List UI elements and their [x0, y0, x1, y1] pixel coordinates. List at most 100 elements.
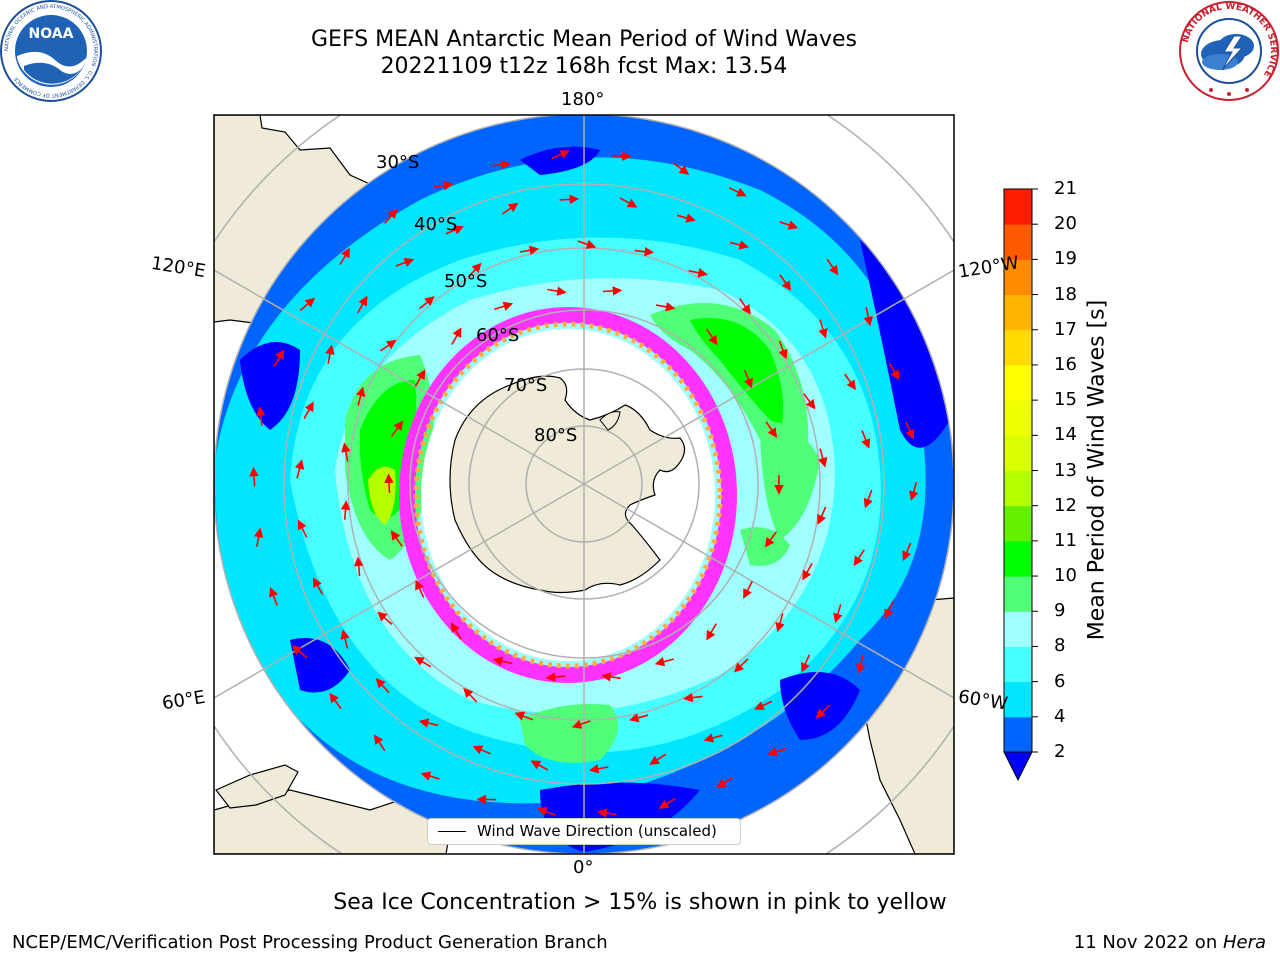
wave-direction-arrow	[571, 719, 591, 729]
wave-direction-arrow	[377, 611, 393, 626]
wave-direction-arrow	[775, 613, 785, 633]
legend-label: Wind Wave Direction (unscaled)	[477, 822, 717, 840]
wave-direction-arrow	[801, 654, 811, 673]
issue-date-text: 11 Nov 2022 on	[1073, 932, 1223, 953]
wave-direction-arrow	[395, 257, 415, 267]
colorbar-tick-label: 13	[1054, 459, 1077, 481]
wave-direction-arrow	[312, 577, 324, 595]
colorbar-band	[1004, 364, 1032, 401]
colorbar-band	[1004, 259, 1032, 296]
wave-direction-arrow	[863, 489, 873, 509]
wave-direction-arrow	[577, 239, 597, 249]
map-frame	[213, 114, 955, 855]
wave-direction-arrow	[514, 711, 534, 721]
colorbar-band	[1004, 576, 1032, 612]
wave-direction-arrow	[818, 319, 828, 339]
wave-direction-arrow	[519, 245, 540, 256]
colorbar-tick-label: 21	[1054, 178, 1077, 199]
colorbar-band	[1004, 294, 1032, 331]
wave-direction-arrow	[676, 213, 696, 223]
wave-direction-arrow	[683, 692, 703, 703]
colorbar-label: Mean Period of Wind Waves [s]	[1084, 299, 1110, 641]
colorbar-tick-label: 8	[1054, 635, 1066, 657]
noaa-logo-text: NOAA	[29, 26, 74, 42]
madagascar-land	[215, 764, 299, 809]
colorbar-tick-label: 9	[1054, 600, 1066, 622]
wave-direction-arrow	[420, 771, 440, 781]
wave-direction-arrow	[706, 623, 717, 641]
legend-line-swatch	[438, 831, 466, 832]
lon-label-0: 0°	[573, 857, 594, 878]
wave-direction-arrow	[884, 600, 894, 620]
colorbar-band	[1004, 540, 1032, 577]
wave-direction-arrow	[733, 658, 749, 673]
wave-direction-arrow	[547, 286, 567, 296]
wave-direction-arrow	[802, 563, 813, 581]
wave-direction-arrow	[339, 247, 351, 265]
colorbar-tick-label: 17	[1054, 318, 1077, 340]
wave-direction-arrow	[340, 500, 351, 520]
colorbar-band	[1004, 400, 1032, 436]
colorbar-band	[1004, 716, 1032, 753]
wave-direction-arrow	[902, 542, 912, 561]
wave-direction-arrow	[463, 687, 478, 703]
wave-direction-arrow	[703, 733, 723, 743]
colorbar-band	[1004, 329, 1032, 366]
wave-direction-arrow	[373, 734, 386, 752]
colorbar-band	[1004, 505, 1032, 542]
colorbar-tick-label: 15	[1054, 389, 1077, 411]
wave-direction-arrow	[634, 246, 655, 257]
wave-direction-arrow	[357, 295, 368, 314]
colorbar-under-triangle	[1003, 751, 1033, 782]
wave-direction-arrow	[390, 420, 404, 437]
map-legend: Wind Wave Direction (unscaled)	[427, 818, 741, 845]
colorbar-band	[1004, 681, 1032, 718]
wave-direction-arrow	[863, 307, 873, 327]
wind-wave-arrows	[249, 150, 919, 818]
wave-direction-arrow	[706, 328, 718, 346]
lat-label-40s: 40°S	[414, 214, 457, 235]
wave-direction-arrow	[530, 760, 549, 771]
colorbar-band	[1004, 470, 1032, 507]
wave-direction-arrow	[414, 656, 432, 668]
wave-direction-arrow	[297, 519, 308, 538]
wave-direction-arrow	[537, 807, 556, 817]
wave-direction-arrow	[501, 202, 519, 215]
wave-direction-arrow	[909, 481, 919, 501]
map-title: GEFS MEAN Antarctic Mean Period of Wind …	[311, 27, 857, 52]
wave-direction-arrow	[375, 678, 390, 694]
wave-direction-arrow	[472, 745, 491, 755]
wave-direction-arrow	[728, 186, 747, 197]
wave-period-field	[214, 115, 954, 854]
colorbar-tick-label: 18	[1054, 283, 1077, 305]
wave-direction-arrow	[803, 393, 816, 410]
wave-direction-arrow	[419, 296, 435, 310]
wave-direction-arrow	[356, 386, 366, 406]
colorbar-tick-label: 20	[1054, 213, 1077, 235]
wave-direction-arrow	[299, 297, 316, 312]
wave-direction-arrow	[767, 747, 787, 757]
wave-direction-arrow	[844, 373, 857, 391]
wave-direction-arrow	[415, 579, 425, 598]
wave-direction-arrow	[655, 302, 676, 312]
wave-direction-arrow	[905, 421, 915, 440]
wave-direction-arrow	[253, 527, 264, 548]
wave-direction-arrow	[494, 301, 514, 311]
wave-direction-arrow	[294, 459, 305, 479]
wave-direction-arrow	[340, 629, 350, 649]
map-subtitle: 20221109 t12z 168h fcst Max: 13.54	[380, 54, 788, 79]
wave-direction-arrow	[861, 430, 871, 449]
colorbar-tick-label: 19	[1054, 248, 1077, 270]
wave-direction-arrow	[764, 531, 778, 548]
wave-direction-arrow	[492, 656, 512, 666]
wave-direction-arrow	[729, 240, 750, 250]
wave-direction-arrow	[826, 258, 839, 276]
lon-label-180: 180°	[561, 89, 605, 110]
wave-direction-arrow	[383, 208, 398, 224]
wave-direction-arrow	[654, 657, 674, 667]
credit-text: NCEP/EMC/Verification Post Processing Pr…	[12, 932, 608, 953]
colorbar-tick-label: 2	[1054, 741, 1066, 762]
wave-direction-arrow	[256, 406, 266, 426]
wave-direction-arrow	[418, 718, 439, 728]
